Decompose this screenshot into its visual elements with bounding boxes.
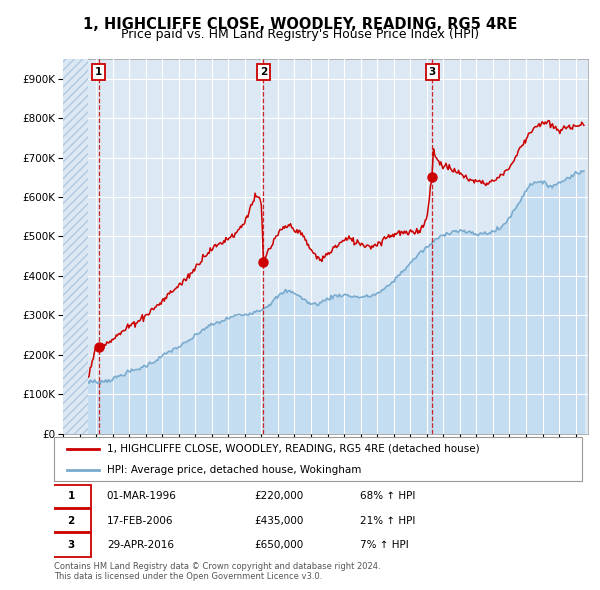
FancyBboxPatch shape <box>52 509 91 532</box>
Text: £650,000: £650,000 <box>254 540 304 550</box>
Text: 1: 1 <box>95 67 103 77</box>
FancyBboxPatch shape <box>52 533 91 557</box>
Text: 17-FEB-2006: 17-FEB-2006 <box>107 516 173 526</box>
FancyBboxPatch shape <box>54 437 582 481</box>
Text: 01-MAR-1996: 01-MAR-1996 <box>107 491 176 502</box>
FancyBboxPatch shape <box>52 484 91 508</box>
Text: HPI: Average price, detached house, Wokingham: HPI: Average price, detached house, Woki… <box>107 465 361 475</box>
Text: Price paid vs. HM Land Registry's House Price Index (HPI): Price paid vs. HM Land Registry's House … <box>121 28 479 41</box>
Text: 1: 1 <box>68 491 75 502</box>
Bar <box>63 59 88 434</box>
Text: Contains HM Land Registry data © Crown copyright and database right 2024.
This d: Contains HM Land Registry data © Crown c… <box>54 562 380 581</box>
Text: 3: 3 <box>68 540 75 550</box>
Text: 29-APR-2016: 29-APR-2016 <box>107 540 174 550</box>
Text: 21% ↑ HPI: 21% ↑ HPI <box>360 516 416 526</box>
Text: 68% ↑ HPI: 68% ↑ HPI <box>360 491 416 502</box>
Text: 3: 3 <box>428 67 436 77</box>
Text: 2: 2 <box>260 67 267 77</box>
Text: £220,000: £220,000 <box>254 491 304 502</box>
Text: 7% ↑ HPI: 7% ↑ HPI <box>360 540 409 550</box>
Text: £435,000: £435,000 <box>254 516 304 526</box>
Text: 1, HIGHCLIFFE CLOSE, WOODLEY, READING, RG5 4RE: 1, HIGHCLIFFE CLOSE, WOODLEY, READING, R… <box>83 17 517 31</box>
Text: 2: 2 <box>68 516 75 526</box>
Text: 1, HIGHCLIFFE CLOSE, WOODLEY, READING, RG5 4RE (detached house): 1, HIGHCLIFFE CLOSE, WOODLEY, READING, R… <box>107 444 479 454</box>
